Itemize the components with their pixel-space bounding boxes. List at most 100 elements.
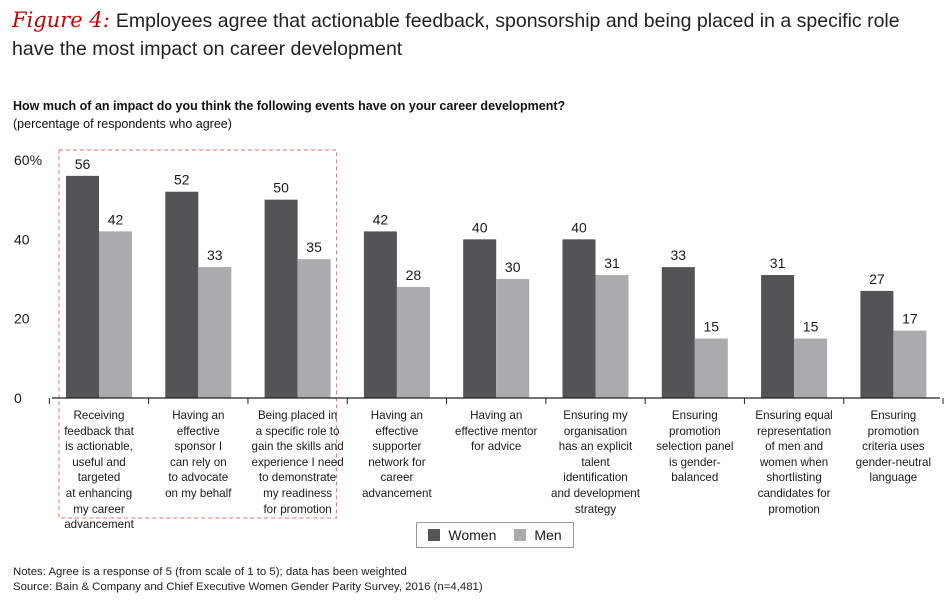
category-label-line: experience I need: [251, 455, 344, 469]
y-tick-label: 20: [14, 311, 30, 327]
category-label: Being placed in a specific role to gain th…: [250, 408, 346, 517]
notes-text: Notes: Agree is a response of 5 (from sc…: [13, 566, 407, 578]
category-label-line: useful and targeted: [72, 455, 126, 485]
bar-women: [165, 191, 199, 398]
category-label-line: gender-neutral: [855, 455, 932, 469]
bar-men: [99, 231, 132, 398]
category-label-line: criteria uses: [862, 440, 925, 454]
data-label-men: 33: [207, 247, 223, 263]
category-label-line: talent identification: [563, 455, 628, 485]
category-label-line: candidates for: [757, 486, 831, 500]
category-label-line: supporter: [372, 440, 422, 454]
legend-label-men: Men: [534, 527, 562, 543]
category-label-line: promotion: [867, 424, 920, 438]
data-label-men: 31: [604, 255, 620, 271]
category-label-line: at enhancing: [65, 486, 133, 500]
category-label-line: and development: [551, 486, 640, 500]
bar-men: [893, 330, 927, 398]
category-label-line: gain the skills and: [251, 440, 344, 454]
category-label-line: strategy: [574, 502, 617, 516]
category-label-line: effective mentor: [455, 424, 538, 438]
chart-question: How much of an impact do you think the f…: [13, 99, 566, 113]
bar-women: [66, 175, 99, 398]
category-label-line: organisation: [563, 424, 628, 438]
category-label-line: is gender-: [669, 455, 721, 469]
category-label-line: Having an: [172, 409, 225, 422]
category-label-line: shortlisting: [766, 471, 822, 485]
category-label-line: for advice: [471, 440, 522, 454]
legend-item-men: Men: [514, 527, 562, 543]
data-label-women: 40: [571, 219, 587, 235]
category-label-line: effective: [176, 424, 220, 438]
category-label: Receiving feedback that is actionable, usef…: [51, 408, 147, 533]
category-label: Ensuring my organisation has an explicit ta…: [548, 408, 644, 517]
category-label-line: for promotion: [263, 502, 332, 516]
category-label-line: Ensuring: [870, 409, 917, 422]
bar-men: [396, 286, 430, 398]
category-label: Having an effective supporter network for ca…: [349, 408, 445, 502]
data-label-men: 35: [306, 239, 322, 255]
category-label-line: on my behalf: [165, 486, 232, 500]
data-label-men: 28: [406, 267, 422, 283]
category-label: Ensuring promotion selection panel is gende…: [647, 408, 743, 486]
data-label-women: 42: [373, 211, 389, 227]
category-label-line: women when: [759, 455, 829, 469]
category-label: Having an effective mentor for advice: [448, 408, 544, 455]
data-label-women: 27: [869, 271, 885, 287]
data-label-women: 50: [273, 180, 289, 196]
category-label-line: can rely on: [169, 455, 227, 469]
data-label-women: 40: [472, 219, 488, 235]
category-label-line: Ensuring equal: [755, 409, 833, 422]
category-label-line: career: [380, 471, 414, 485]
chart-unit-note: (percentage of respondents who agree): [13, 117, 232, 131]
category-label-line: Ensuring: [671, 409, 718, 422]
figure-heading: Figure 4: Employees agree that actionable…: [12, 6, 942, 63]
category-label-line: advancement: [64, 518, 134, 532]
category-label-line: is actionable,: [65, 440, 133, 454]
category-label-line: promotion: [669, 424, 721, 438]
bar-women: [363, 231, 397, 398]
category-label-line: sponsor I: [174, 440, 223, 454]
category-label-line: Being placed in: [257, 409, 338, 422]
data-label-men: 30: [505, 259, 521, 275]
bar-women: [463, 239, 497, 398]
category-label-line: effective: [375, 424, 419, 438]
data-label-women: 31: [770, 255, 786, 271]
bar-men: [595, 275, 629, 398]
bar-women: [264, 199, 298, 398]
category-label-line: promotion: [768, 502, 820, 516]
source-text: Source: Bain & Company and Chief Executi…: [13, 581, 483, 593]
data-label-women: 56: [75, 156, 91, 172]
figure-title: Employees agree that actionable feedback…: [12, 10, 900, 60]
category-label-line: my readiness: [263, 486, 333, 500]
chart-legend: Women Men: [416, 522, 574, 548]
category-label-line: Receiving: [73, 409, 125, 422]
category-label: Ensuring promotion criteria uses gender-neu…: [845, 408, 941, 486]
chart-notes: Notes: Agree is a response of 5 (from sc…: [13, 565, 483, 595]
bar-men: [496, 279, 530, 398]
y-tick-label: 40: [14, 231, 30, 247]
data-label-men: 15: [803, 319, 819, 335]
category-label-line: advancement: [362, 486, 432, 500]
category-label-line: Having an: [370, 409, 423, 422]
figure-label: Figure 4:: [12, 8, 110, 32]
bar-men: [794, 338, 828, 398]
category-label-line: a specific role to: [255, 424, 340, 438]
highlight-box: [58, 149, 338, 519]
bar-men: [198, 267, 232, 398]
category-label: Ensuring equal representation of men and wo…: [746, 408, 842, 517]
data-label-men: 17: [902, 311, 918, 327]
category-label-line: to advocate: [168, 471, 229, 485]
legend-label-women: Women: [448, 527, 497, 543]
y-tick-label: 60%: [14, 152, 42, 168]
category-label-line: my career: [73, 502, 125, 516]
category-label-line: of men and: [765, 440, 824, 454]
legend-swatch-women: [428, 529, 441, 541]
bar-women: [761, 275, 795, 398]
data-label-men: 42: [108, 211, 124, 227]
data-label-women: 33: [671, 247, 687, 263]
category-label-line: to demonstrate: [258, 471, 337, 485]
legend-swatch-men: [514, 529, 527, 541]
